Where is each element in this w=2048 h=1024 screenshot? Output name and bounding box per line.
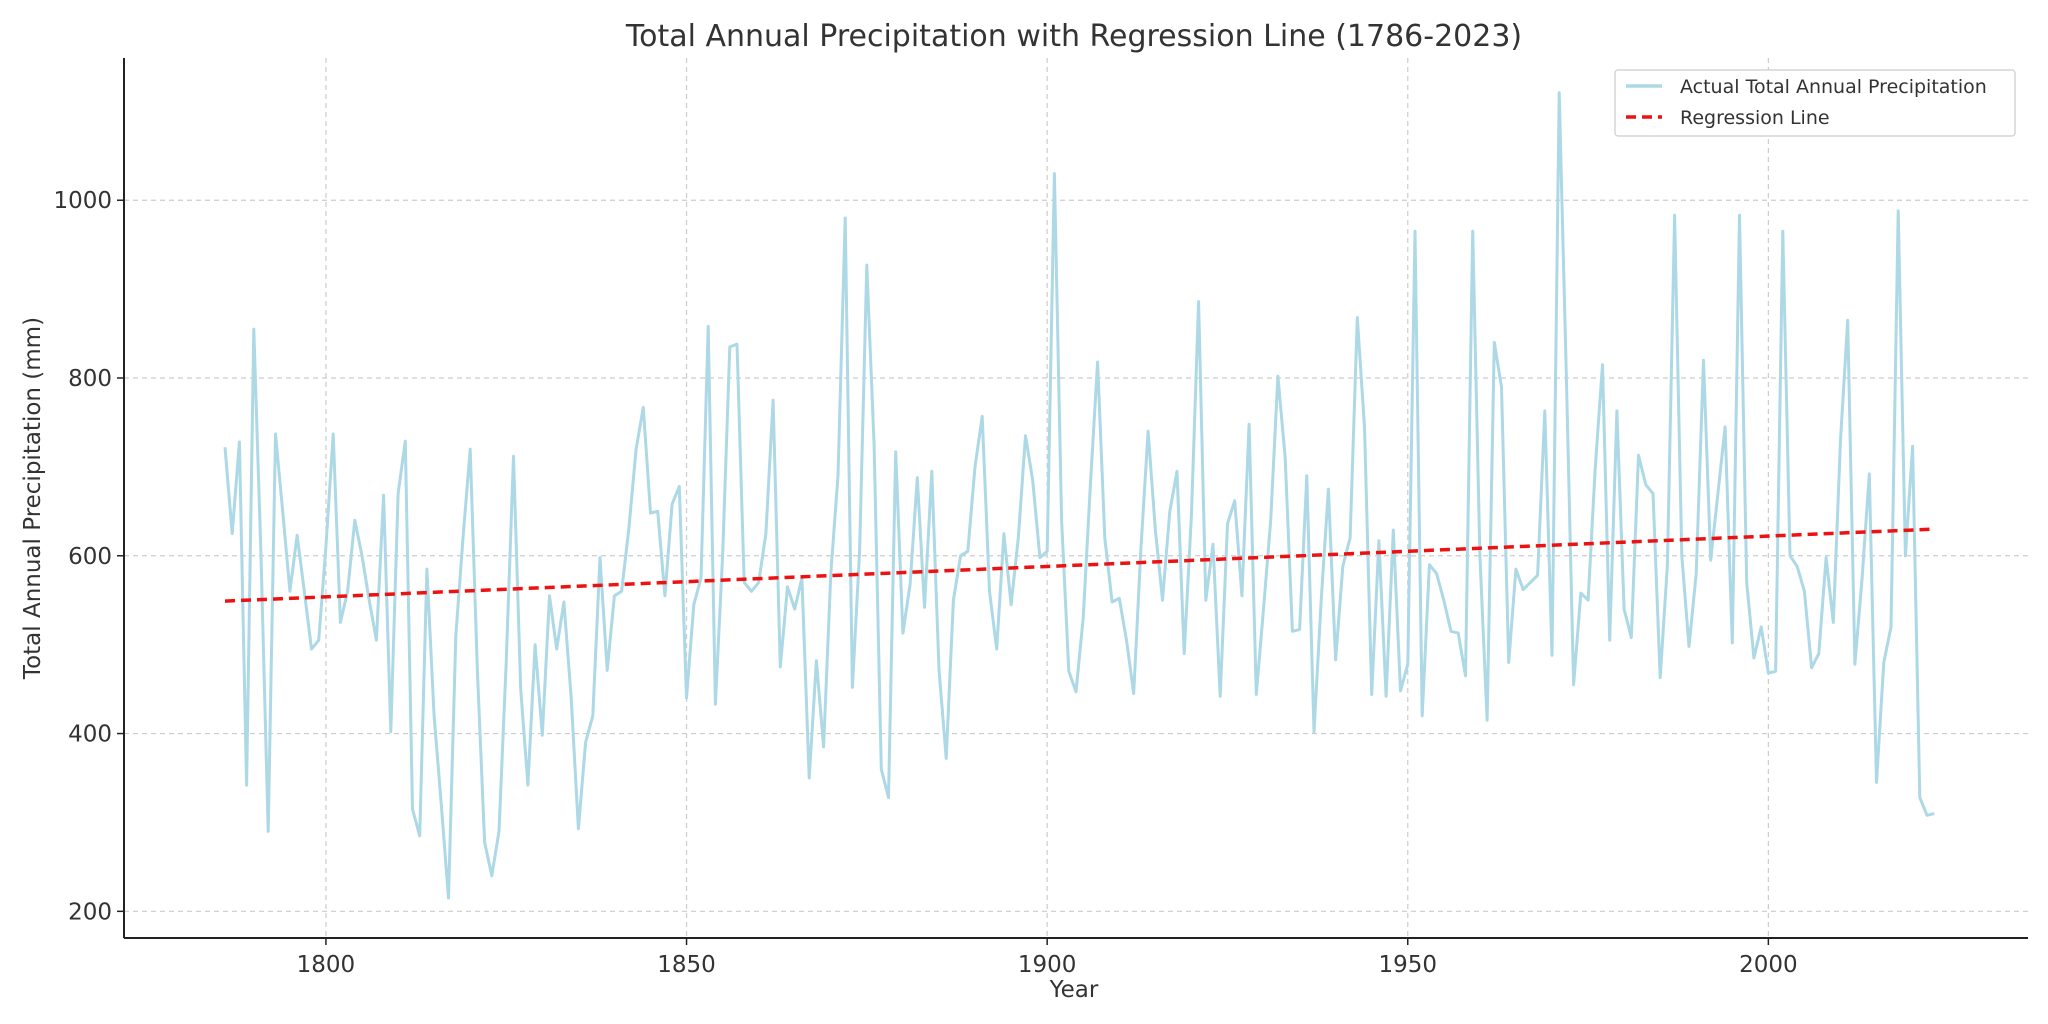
x-tick-label-2000: 2000 xyxy=(1739,952,1798,978)
x-axis-label: Year xyxy=(1049,977,1099,1003)
axis-ticks: 1800 1850 1900 1950 2000 200 400 600 800 1000 xyxy=(53,188,1797,978)
x-tick-label-1900: 1900 xyxy=(1018,952,1077,978)
legend-label-actual: Actual Total Annual Precipitation xyxy=(1680,76,1987,98)
y-tick-label-600: 600 xyxy=(68,544,112,570)
x-tick-label-1850: 1850 xyxy=(657,952,716,978)
y-tick-label-1000: 1000 xyxy=(53,188,112,214)
legend-label-regression: Regression Line xyxy=(1680,107,1830,129)
y-tick-label-800: 800 xyxy=(68,366,112,392)
y-axis-label: Total Annual Precipitation (mm) xyxy=(20,317,46,680)
series-line-regression xyxy=(224,527,1935,603)
legend-box xyxy=(1614,69,2016,137)
series-group xyxy=(223,91,1935,900)
x-tick-label-1950: 1950 xyxy=(1378,952,1437,978)
chart-title: Total Annual Precipitation with Regressi… xyxy=(625,19,1522,54)
y-tick-label-200: 200 xyxy=(68,899,112,925)
grid-lines xyxy=(124,58,2028,938)
x-tick-label-1800: 1800 xyxy=(297,952,356,978)
y-tick-label-400: 400 xyxy=(68,722,112,748)
series-line-actual-precipitation xyxy=(223,91,1935,900)
legend: Actual Total Annual Precipitation Regres… xyxy=(1614,69,2016,137)
